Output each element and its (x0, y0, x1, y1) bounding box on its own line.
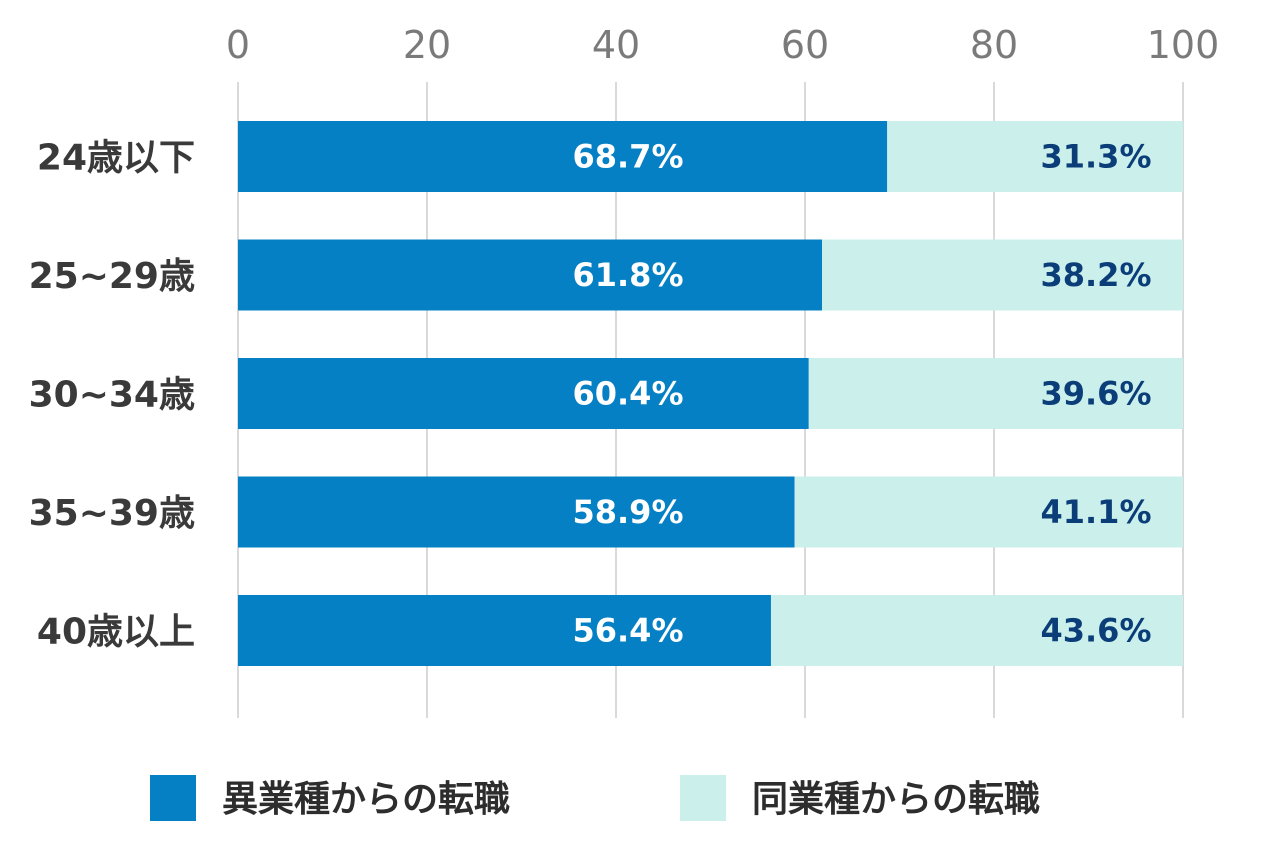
bar-segment-different-industry (238, 476, 795, 548)
bar-segment-same-industry (887, 121, 1183, 192)
category-label: 24歳以下 (37, 138, 195, 179)
data-label: 61.8% (572, 256, 683, 294)
data-label: 38.2% (1040, 256, 1151, 294)
bars: 68.7% 31.3% 61.8% 38.2% 60.4% 39.6% 58.9% 41.1%… (238, 121, 1183, 666)
x-tick-label: 60 (781, 23, 829, 67)
category-label: 35~39歳 (29, 493, 195, 534)
data-label: 60.4% (572, 375, 683, 413)
data-label: 39.6% (1040, 375, 1151, 413)
x-axis-ticks: 0 20 40 60 80 100 (226, 23, 1219, 67)
data-label: 31.3% (1040, 138, 1151, 176)
category-label: 30~34歳 (29, 375, 195, 416)
x-tick-label: 20 (403, 23, 451, 67)
bar-segment-different-industry (238, 595, 771, 666)
category-label: 40歳以上 (37, 612, 195, 653)
bar-segment-same-industry (822, 239, 1183, 311)
legend-swatch (680, 775, 726, 821)
x-tick-label: 0 (226, 23, 250, 67)
legend-label: 異業種からの転職 (222, 779, 510, 820)
data-label: 56.4% (572, 612, 683, 650)
bar-segment-different-industry (238, 121, 888, 192)
data-label: 58.9% (572, 493, 683, 531)
legend: 異業種からの転職 同業種からの転職 (150, 775, 1040, 821)
x-tick-label: 40 (592, 23, 640, 67)
category-label: 25~29歳 (29, 256, 195, 297)
bar-segment-same-industry (808, 358, 1183, 429)
data-label: 68.7% (572, 138, 683, 176)
legend-label: 同業種からの転職 (752, 779, 1040, 820)
bar-segment-different-industry (238, 239, 823, 311)
x-tick-label: 80 (970, 23, 1018, 67)
bar-segment-same-industry (794, 476, 1183, 548)
category-labels: 24歳以下 25~29歳 30~34歳 35~39歳 40歳以上 (29, 138, 195, 653)
bar-segment-different-industry (238, 358, 809, 429)
data-label: 43.6% (1040, 612, 1151, 650)
data-label: 41.1% (1040, 493, 1151, 531)
legend-swatch (150, 775, 196, 821)
x-tick-label: 100 (1147, 23, 1220, 67)
bar-segment-same-industry (770, 595, 1183, 666)
